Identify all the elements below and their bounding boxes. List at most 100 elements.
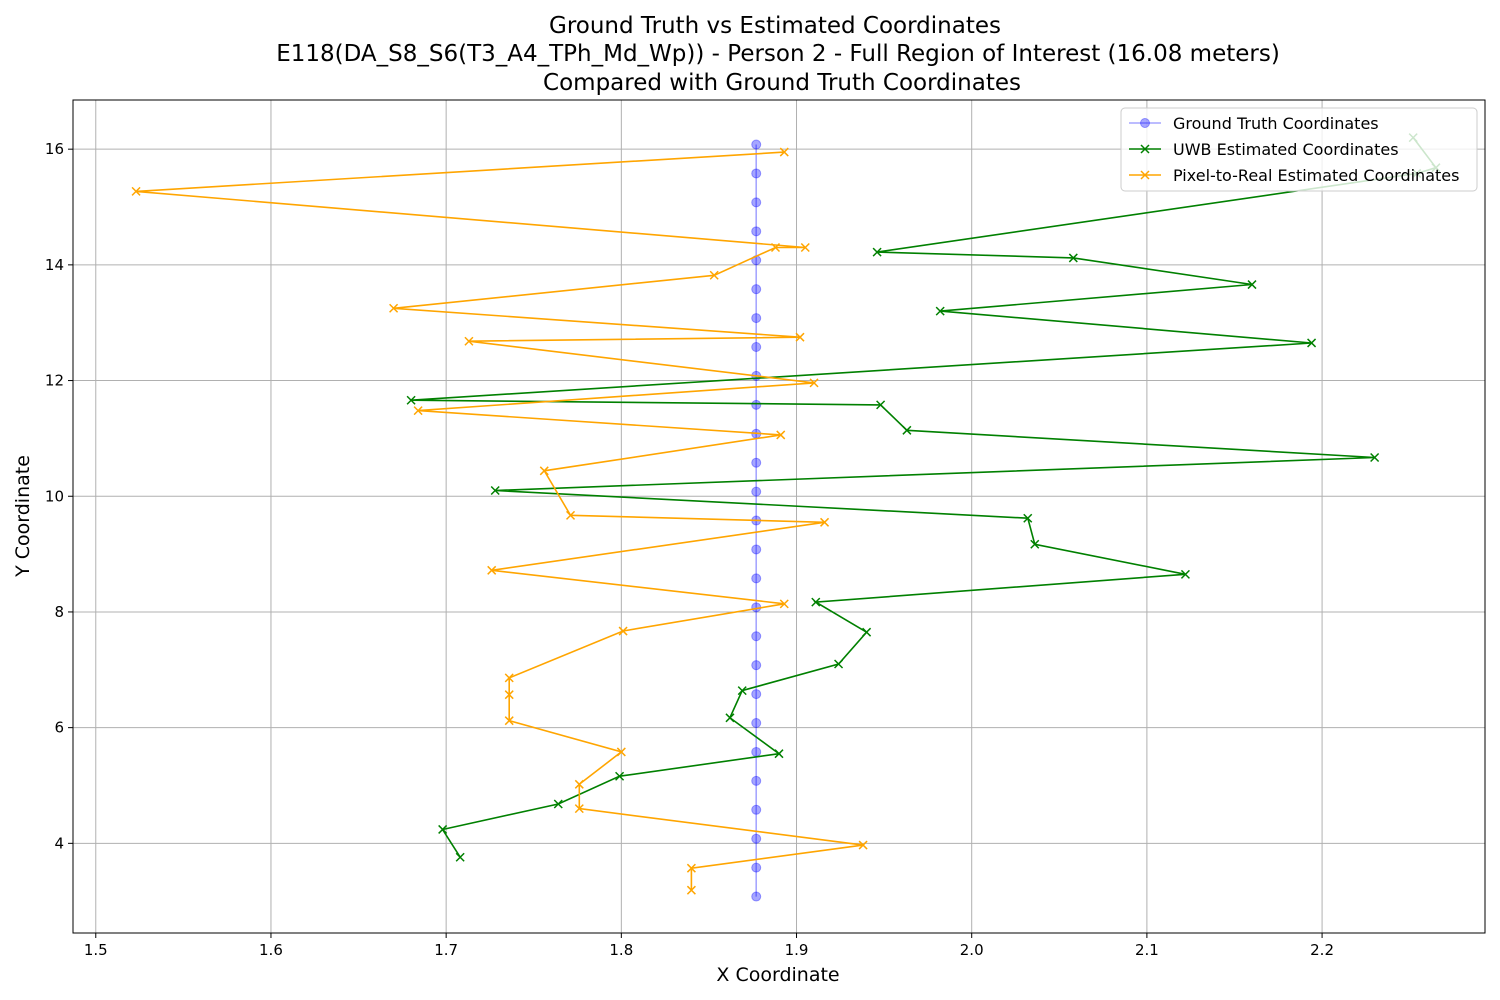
y-axis-label: Y Coordinate [12,455,34,578]
series-line [136,151,864,891]
legend-label: Ground Truth Coordinates [1173,114,1379,133]
x-axis-ticks: 1.5 1.6 1.7 1.8 1.9 2.0 2.1 2.2 [84,933,1334,959]
data-point [413,406,423,416]
title-line-2: E118(DA_S8_S6(T3_A4_TPh_Md_Wp)) - Person… [276,41,1280,67]
data-point [876,400,886,410]
data-point [751,544,762,555]
y-tick-label: 8 [54,603,64,621]
plot-series [131,133,1441,902]
data-point [774,749,784,759]
chart-title: Ground Truth vs Estimated Coordinates E1… [276,13,1280,96]
data-point [751,746,762,757]
data-point [779,147,789,157]
data-point [751,631,762,642]
data-point [751,399,762,410]
legend-marker [1140,144,1150,154]
legend-entry: UWB Estimated Coordinates [1129,140,1399,159]
data-point [751,804,762,815]
y-tick-label: 12 [45,372,64,390]
legend-marker [1140,118,1150,128]
y-tick-label: 14 [45,256,64,274]
data-point [779,599,789,609]
data-point [751,457,762,468]
x-tick-label: 1.5 [84,941,108,959]
title-line-3: Compared with Ground Truth Coordinates [543,70,1021,96]
data-point [1370,452,1380,463]
data-point [770,242,781,253]
legend-box [1120,107,1478,192]
data-point [574,779,584,789]
data-point [800,242,810,253]
data-point [751,139,762,150]
y-tick-label: 16 [45,140,64,158]
data-point [751,486,762,497]
data-point [438,824,448,834]
data-point [725,713,735,723]
y-tick-label: 10 [45,487,64,505]
data-point [751,197,762,208]
legend-entry: Ground Truth Coordinates [1129,114,1379,133]
data-point [1068,253,1078,263]
data-point [1307,338,1317,348]
data-point [751,168,762,179]
series-pixel-to-real-estimated-coordinates [131,147,868,895]
legend-marker [1140,170,1150,180]
data-point [504,716,514,726]
legend-label: UWB Estimated Coordinates [1173,140,1399,159]
data-point [615,771,625,781]
grid [73,100,1485,933]
data-point [751,862,762,873]
x-tick-label: 1.8 [609,941,633,959]
data-point [737,686,747,696]
data-point [751,833,762,844]
data-point [539,466,549,476]
data-point [464,336,474,346]
data-point [902,425,912,435]
data-point [751,718,762,729]
y-axis-ticks: 4 6 8 10 12 14 16 [45,140,73,852]
data-point [455,852,465,862]
data-point [751,342,762,353]
data-point [751,775,762,786]
data-point [751,226,762,237]
data-point [686,885,696,895]
data-point [565,510,576,520]
data-point [1023,513,1033,523]
data-point [935,306,945,316]
x-axis-label: X Coordinate [716,964,839,986]
data-point [618,626,628,636]
series-uwb-estimated-coordinates [406,133,1441,862]
data-point [751,313,762,324]
data-point [751,689,762,700]
data-point [389,303,399,313]
data-point [406,395,416,405]
legend-label: Pixel-to-Real Estimated Coordinates [1173,166,1459,185]
data-point [809,378,819,388]
data-point [834,659,844,669]
legend-entry: Pixel-to-Real Estimated Coordinates [1129,166,1459,185]
data-point [504,673,514,683]
data-point [1030,539,1040,549]
data-point [795,332,805,342]
data-point [751,891,762,902]
series-line [411,137,1438,858]
x-tick-label: 2.1 [1135,941,1159,959]
data-point [751,660,762,671]
data-point [811,597,821,607]
data-point [776,430,786,440]
data-point [616,747,626,757]
data-point [686,863,696,873]
x-tick-label: 1.6 [259,941,283,959]
data-point [858,840,868,850]
title-line-1: Ground Truth vs Estimated Coordinates [549,13,1001,39]
x-tick-label: 2.0 [960,941,984,959]
data-point [131,186,141,196]
data-point [872,247,882,257]
data-point [553,799,563,809]
data-point [574,804,584,814]
data-point [1247,280,1257,290]
data-point [751,573,762,584]
plot-frame [72,99,1486,934]
data-point [1180,569,1190,579]
